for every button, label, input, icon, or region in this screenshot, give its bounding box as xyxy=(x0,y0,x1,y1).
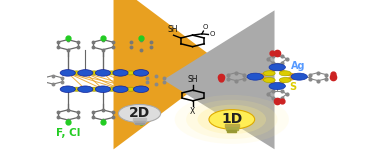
Circle shape xyxy=(186,100,277,139)
Circle shape xyxy=(126,71,135,75)
Circle shape xyxy=(78,70,93,76)
Text: O: O xyxy=(209,31,215,37)
Circle shape xyxy=(209,110,255,129)
Circle shape xyxy=(133,70,149,76)
Circle shape xyxy=(60,86,75,92)
Circle shape xyxy=(107,71,116,75)
Bar xyxy=(135,123,144,125)
Bar xyxy=(227,130,237,132)
Circle shape xyxy=(126,87,135,91)
Circle shape xyxy=(107,87,116,91)
Circle shape xyxy=(263,78,275,83)
Text: F, Cl: F, Cl xyxy=(56,128,81,138)
Text: O: O xyxy=(202,24,208,30)
Text: SH: SH xyxy=(168,25,178,34)
Circle shape xyxy=(133,86,149,92)
Circle shape xyxy=(175,95,289,144)
Bar xyxy=(133,118,146,121)
Circle shape xyxy=(95,70,110,76)
Circle shape xyxy=(269,64,285,71)
Circle shape xyxy=(90,71,99,75)
Circle shape xyxy=(291,73,307,80)
Circle shape xyxy=(78,86,93,92)
Circle shape xyxy=(269,83,285,90)
Bar xyxy=(226,127,238,130)
Circle shape xyxy=(60,70,75,76)
Circle shape xyxy=(72,71,81,75)
Circle shape xyxy=(263,71,275,76)
Circle shape xyxy=(279,78,291,83)
Circle shape xyxy=(113,70,128,76)
Circle shape xyxy=(198,105,266,134)
Text: S: S xyxy=(289,82,296,92)
Text: X: X xyxy=(190,107,195,116)
Circle shape xyxy=(113,86,128,92)
Text: SH: SH xyxy=(187,75,198,84)
Text: 2D: 2D xyxy=(129,106,150,120)
Text: Ag: Ag xyxy=(291,61,305,71)
Circle shape xyxy=(247,73,263,80)
Text: 1D: 1D xyxy=(221,112,242,126)
Bar xyxy=(134,121,145,123)
Bar xyxy=(225,124,239,127)
Circle shape xyxy=(95,86,110,92)
Circle shape xyxy=(279,71,291,76)
Circle shape xyxy=(72,87,81,91)
Circle shape xyxy=(118,104,161,123)
Circle shape xyxy=(90,87,99,91)
